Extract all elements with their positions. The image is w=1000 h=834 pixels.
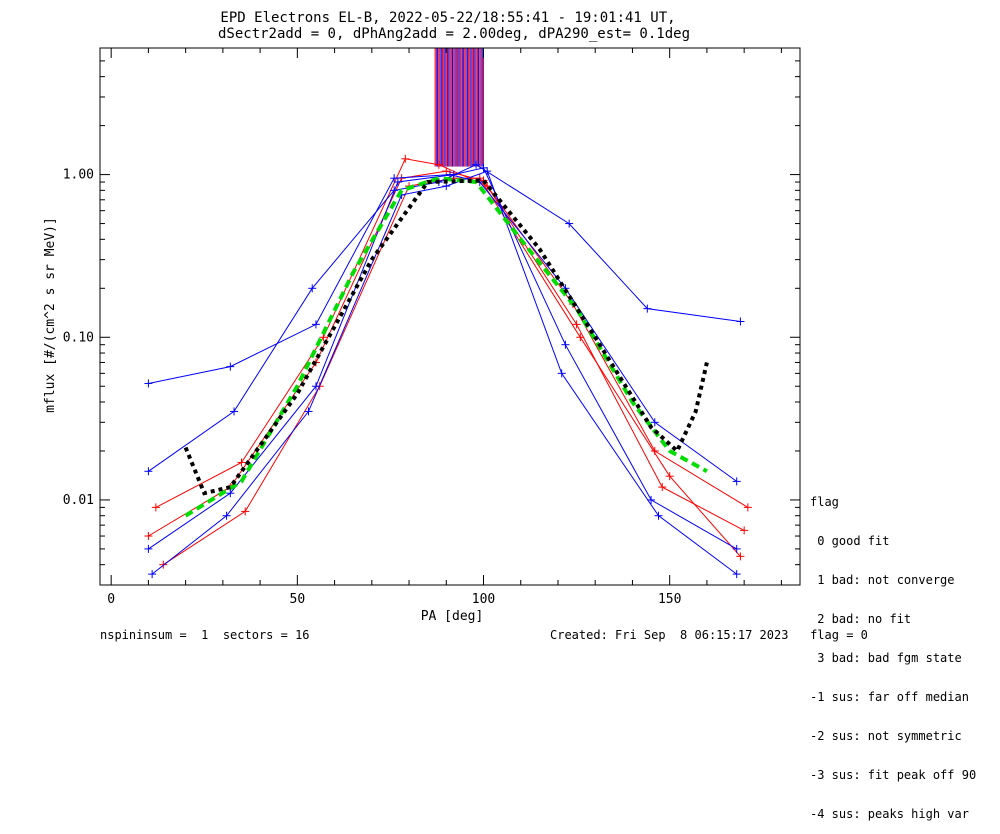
plot-frame [99, 47, 801, 586]
chart-title: EPD Electrons EL-B, 2022-05-22/18:55:41 … [220, 10, 675, 26]
chart: EPD Electrons EL-B, 2022-05-22/18:55:41 … [43, 10, 801, 624]
series-line [148, 170, 745, 537]
legend-item: -3 sus: fit peak off 90 [810, 768, 977, 782]
x-tick-label: 0 [107, 592, 115, 607]
series-line [151, 170, 737, 575]
series-line [148, 167, 737, 550]
axes-layer: 0 50 100 150 0.01 0.10 1.00 [63, 47, 801, 607]
legend-item: 1 bad: not converge [810, 573, 955, 587]
chart-subtitle: dSectr2add = 0, dPhAng2add = 2.00deg, dP… [218, 26, 690, 42]
legend-item: -2 sus: not symmetric [810, 729, 962, 743]
series-line [155, 158, 749, 508]
legend-item: 0 good fit [810, 534, 890, 548]
footer-right: Created: Fri Sep 8 06:15:17 2023 flag = … [550, 628, 868, 642]
y-tick-label: 1.00 [63, 168, 94, 183]
series-line [184, 176, 708, 518]
y-tick-label: 0.10 [63, 330, 94, 345]
legend-item: -1 sus: far off median [810, 690, 969, 704]
y-axis-label: mflux [#/(cm^2 s sr MeV)] [43, 217, 58, 413]
footer-left: nspininsum = 1 sectors = 16 [100, 628, 310, 642]
x-tick-label: 100 [472, 592, 495, 607]
legend-title: flag [810, 495, 839, 509]
series-line [163, 177, 741, 566]
y-tick-label: 0.01 [63, 493, 94, 508]
legend-item: 2 bad: no fit [810, 612, 912, 626]
series-layer [144, 48, 752, 579]
flag-legend: flag 0 good fit 1 bad: not converge 2 ba… [810, 470, 976, 834]
series-line [148, 174, 737, 482]
x-tick-label: 150 [658, 592, 681, 607]
x-axis-label: PA [deg] [421, 609, 484, 624]
legend-item: -4 sus: peaks high var [810, 807, 969, 821]
x-tick-label: 50 [290, 592, 306, 607]
legend-item: 3 bad: bad fgm state [810, 651, 962, 665]
